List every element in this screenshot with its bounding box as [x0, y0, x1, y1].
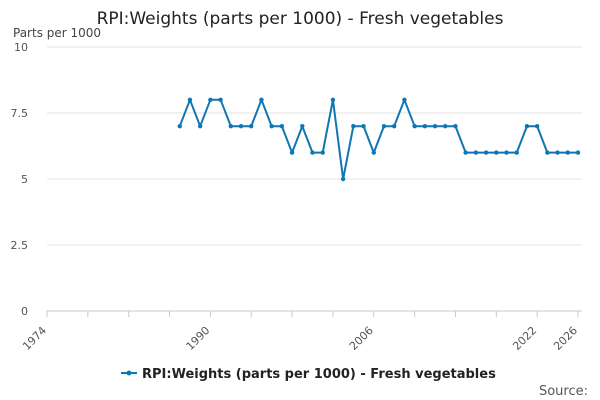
data-point — [524, 124, 530, 129]
data-point — [504, 150, 509, 155]
data-point — [534, 124, 540, 129]
data-point — [269, 124, 274, 129]
y-tick-label: 2.5 — [11, 239, 29, 252]
x-tick-label: 2006 — [347, 324, 376, 353]
y-tick-label: 5 — [21, 173, 28, 186]
y-tick-label: 7.5 — [11, 107, 29, 120]
y-tick-label: 10 — [14, 41, 28, 54]
series-group — [177, 97, 581, 182]
data-point — [494, 150, 499, 155]
data-point — [289, 150, 295, 155]
data-point — [279, 124, 285, 129]
data-point — [514, 150, 519, 155]
y-tick-labels: 0 2.5 5 7.5 10 — [11, 41, 29, 318]
y-tick-label: 0 — [21, 305, 28, 318]
data-point — [330, 97, 336, 103]
data-point — [555, 150, 560, 155]
data-point — [259, 97, 264, 103]
data-point — [197, 124, 203, 129]
data-point — [371, 150, 376, 155]
data-point — [300, 124, 305, 129]
legend-series-label: RPI:Weights (parts per 1000) - Fresh veg… — [142, 367, 496, 382]
data-point — [412, 124, 417, 129]
data-point — [545, 150, 550, 155]
data-point — [381, 124, 387, 129]
data-point — [422, 124, 428, 129]
y-axis-label: Parts per 1000 — [13, 26, 101, 40]
data-point — [391, 124, 397, 129]
data-point — [361, 124, 366, 129]
data-point — [402, 97, 407, 103]
source-label: Source: — [539, 384, 588, 399]
data-point — [432, 124, 438, 129]
x-axis: 1974 1990 2006 2022 2026 — [20, 311, 580, 353]
data-point — [187, 97, 193, 103]
data-point — [351, 124, 356, 129]
x-tick-label: 2022 — [510, 324, 539, 353]
data-point — [228, 124, 234, 129]
data-point — [310, 150, 315, 155]
data-point — [177, 124, 182, 129]
data-point — [249, 124, 254, 129]
data-point — [238, 124, 244, 129]
chart-title: RPI:Weights (parts per 1000) - Fresh veg… — [97, 9, 504, 29]
data-point — [208, 97, 213, 103]
data-point — [575, 150, 581, 155]
data-point — [453, 124, 458, 129]
series-line — [178, 98, 578, 180]
legend-marker — [126, 370, 132, 376]
data-point — [463, 150, 468, 155]
x-tick-label: 2026 — [551, 324, 580, 353]
data-point — [565, 150, 570, 155]
x-tick-label: 1974 — [20, 324, 49, 353]
data-point — [483, 150, 489, 155]
data-point — [473, 150, 479, 155]
data-point — [443, 124, 448, 129]
data-point — [340, 176, 346, 182]
y-gridlines — [47, 46, 582, 312]
x-tick-label: 1990 — [184, 324, 213, 353]
data-point — [320, 150, 325, 155]
legend[interactable]: RPI:Weights (parts per 1000) - Fresh veg… — [121, 367, 496, 382]
data-point — [218, 97, 223, 103]
